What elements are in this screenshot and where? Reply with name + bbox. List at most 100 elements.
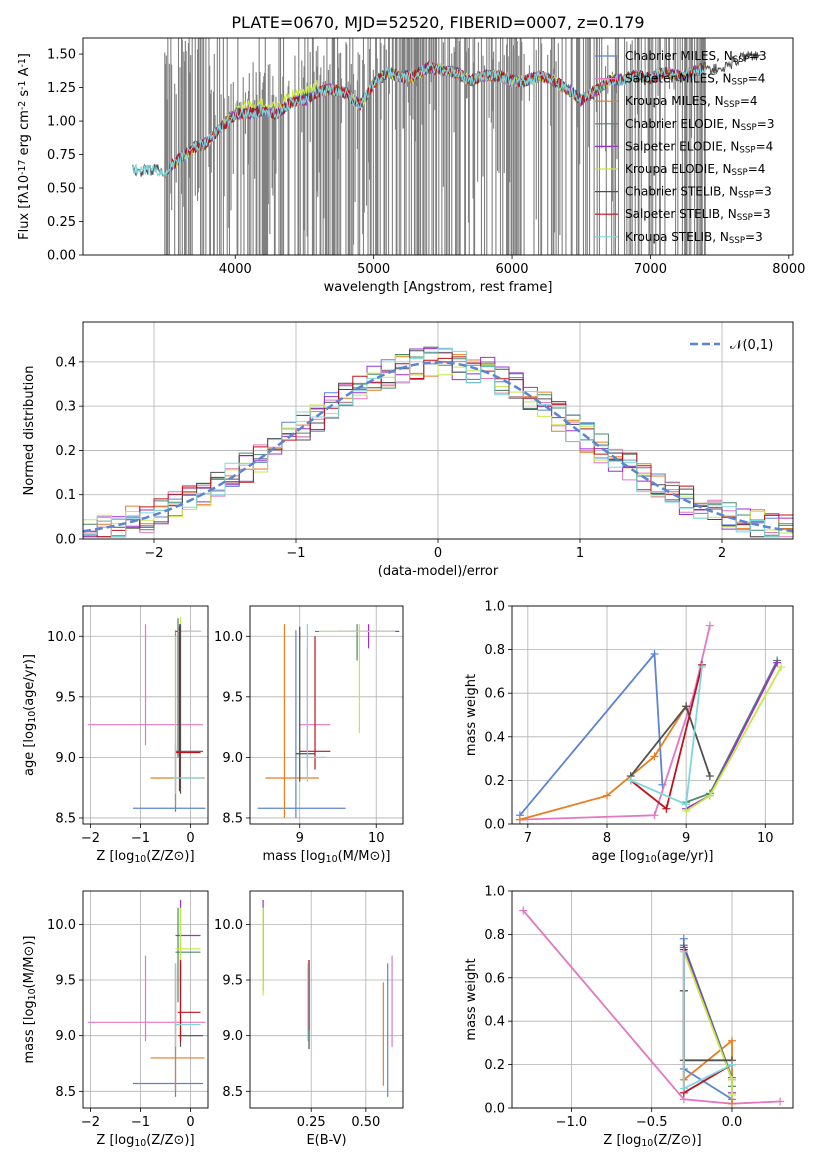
x-axis-label: Z [log10(Z/Z⊙)]: [96, 849, 194, 865]
x-tick-label: 0.0: [722, 1115, 743, 1130]
panel-age_vs_mass: 9 10 8.5 9.0 9.5 10.0 mass [log10(M/M⊙)]: [214, 605, 404, 865]
y-tick-label: 9.0: [222, 751, 243, 766]
errorbar-salpeter-stelib: [175, 626, 201, 792]
legend-label: Chabrier ELODIE, NSSP=3: [625, 117, 774, 133]
errorbar-salpeter-stelib: [299, 636, 331, 770]
y-tick-label: 0.8: [484, 643, 505, 658]
x-tick-label: 0: [434, 546, 442, 561]
y-tick-label: 0.4: [55, 355, 76, 370]
gridlines: [83, 891, 208, 1108]
x-tick-label: 8000: [772, 262, 805, 277]
errorbar-kroupa-elodie: [318, 624, 396, 734]
y-tick-label: 0.0: [55, 533, 76, 548]
legend-label: Salpeter STELIB, NSSP=3: [625, 207, 771, 223]
x-axis-label: mass [log10(M/M⊙)]: [262, 849, 390, 865]
axes-frame: [511, 605, 794, 825]
x-axis-label: age [log10(age/yr)]: [592, 849, 714, 865]
figure-title: PLATE=0670, MJD=52520, FIBERID=0007, z=0…: [231, 13, 644, 32]
x-tick-label: 7000: [634, 262, 667, 277]
y-tick-label: 0.75: [47, 148, 76, 163]
x-axis-label: (data-model)/error: [378, 564, 499, 579]
x-tick-label: 6000: [495, 262, 528, 277]
x-axis-label: Z [log10(Z/Z⊙)]: [603, 1133, 701, 1149]
y-tick-label: 10.0: [214, 630, 243, 645]
errorbar-chabrier-elodie: [315, 624, 400, 661]
y-tick-label: 0.00: [47, 249, 76, 264]
gridlines: [512, 890, 793, 1109]
x-tick-label: 0.50: [351, 1115, 380, 1130]
weight-marker: [519, 906, 528, 915]
weight-marker: [773, 658, 782, 667]
weight-marker: [662, 804, 671, 813]
legend-label: Kroupa STELIB, NSSP=3: [625, 230, 763, 246]
x-tick-label: 4000: [219, 262, 252, 277]
x-tick-label: −1: [131, 1115, 150, 1130]
y-tick-label: 1.00: [47, 115, 76, 130]
x-axis-label: Z [log10(Z/Z⊙)]: [96, 1133, 194, 1149]
y-tick-label: 8.5: [55, 1085, 76, 1100]
weight-marker: [705, 621, 714, 630]
y-tick-label: 0.50: [47, 182, 76, 197]
y-tick-label: 1.50: [47, 48, 76, 63]
y-tick-label: 0.2: [484, 774, 505, 789]
y-axis-label: age [log10(age/yr)]: [22, 654, 38, 776]
y-tick-label: 0.2: [55, 444, 76, 459]
weight-marker: [682, 702, 691, 711]
panel-weight_vs_Z: −1.0 −0.5 0.0 0.0 0.2 0.4 0.6 0.8 1.0 Z [log10(Z/…: [464, 885, 794, 1149]
plot-area: [519, 906, 785, 1108]
normal-curve: [83, 361, 793, 533]
y-tick-label: 9.5: [55, 690, 76, 705]
legend-label: Chabrier STELIB, NSSP=3: [625, 185, 772, 201]
x-tick-label: 7: [524, 831, 532, 846]
weight-marker: [682, 800, 691, 809]
legend-label: 𝒩(0,1): [730, 338, 773, 353]
errorbar-chabrier-stelib: [295, 626, 316, 782]
panel-spectrum: 4000 5000 6000 7000 8000 0.00 0.25 0.50 0.75 1.00…: [17, 37, 805, 295]
errorbar-kroupa-elodie: [178, 616, 202, 758]
y-tick-label: 0.0: [484, 1102, 505, 1117]
weight-line-kroupa-miles: [682, 990, 733, 1104]
y-tick-label: 0.6: [484, 687, 505, 702]
x-tick-label: −1.0: [556, 1115, 588, 1130]
weight-marker: [650, 811, 659, 820]
y-axis-label: Flux [fλ10-17 erg cm-2 s-1 A-1]: [17, 53, 32, 240]
gridlines: [250, 606, 403, 824]
x-tick-label: −2: [81, 1115, 100, 1130]
histogram-salpeter-stelib: [83, 356, 793, 538]
weight-marker: [697, 663, 706, 672]
weight-marker: [705, 791, 714, 800]
panel-mass_vs_Z: −2 −1 0 8.5 9.0 9.5 10.0 Z [log10(Z/Z⊙)] mass [l…: [22, 890, 209, 1149]
y-tick-label: 8.5: [222, 811, 243, 826]
axes-frame: [511, 890, 794, 1109]
x-tick-label: −1: [131, 831, 150, 846]
weight-marker: [602, 791, 611, 800]
x-tick-label: 8: [603, 831, 611, 846]
plot-area: [88, 616, 206, 812]
legend-label: Salpeter MILES, NSSP=4: [625, 72, 765, 88]
model-line-salpeter-stelib: [171, 60, 706, 170]
y-tick-label: 8.5: [222, 1085, 243, 1100]
plot-area: [88, 899, 206, 1097]
x-tick-label: 10: [757, 831, 774, 846]
errorbar-salpeter-stelib: [178, 959, 201, 1042]
y-tick-label: 10.0: [47, 630, 76, 645]
x-axis-label: wavelength [Angstrom, rest frame]: [324, 280, 553, 295]
y-axis-label: mass weight: [464, 958, 479, 1040]
plot-area: [257, 624, 400, 818]
weight-marker: [679, 947, 688, 956]
weight-line-salpeter-miles: [519, 625, 711, 821]
y-tick-label: 0.1: [55, 488, 76, 503]
y-tick-label: 9.5: [222, 690, 243, 705]
x-tick-label: 2: [718, 546, 726, 561]
y-tick-label: 8.5: [55, 811, 76, 826]
weight-marker: [650, 752, 659, 761]
weight-line-chabrier-miles: [519, 651, 664, 816]
weight-marker: [776, 1097, 785, 1106]
x-tick-label: −2: [81, 831, 100, 846]
panel-weight_vs_age: 7 8 9 10 0.0 0.2 0.4 0.6 0.8 1.0 age [log10(age/yr…: [464, 600, 794, 865]
weight-marker: [515, 815, 524, 824]
legend-label: Kroupa ELODIE, NSSP=4: [625, 162, 765, 178]
weight-marker: [777, 663, 786, 672]
y-tick-label: 1.0: [484, 600, 505, 615]
errorbar-chabrier-elodie: [175, 907, 201, 1003]
